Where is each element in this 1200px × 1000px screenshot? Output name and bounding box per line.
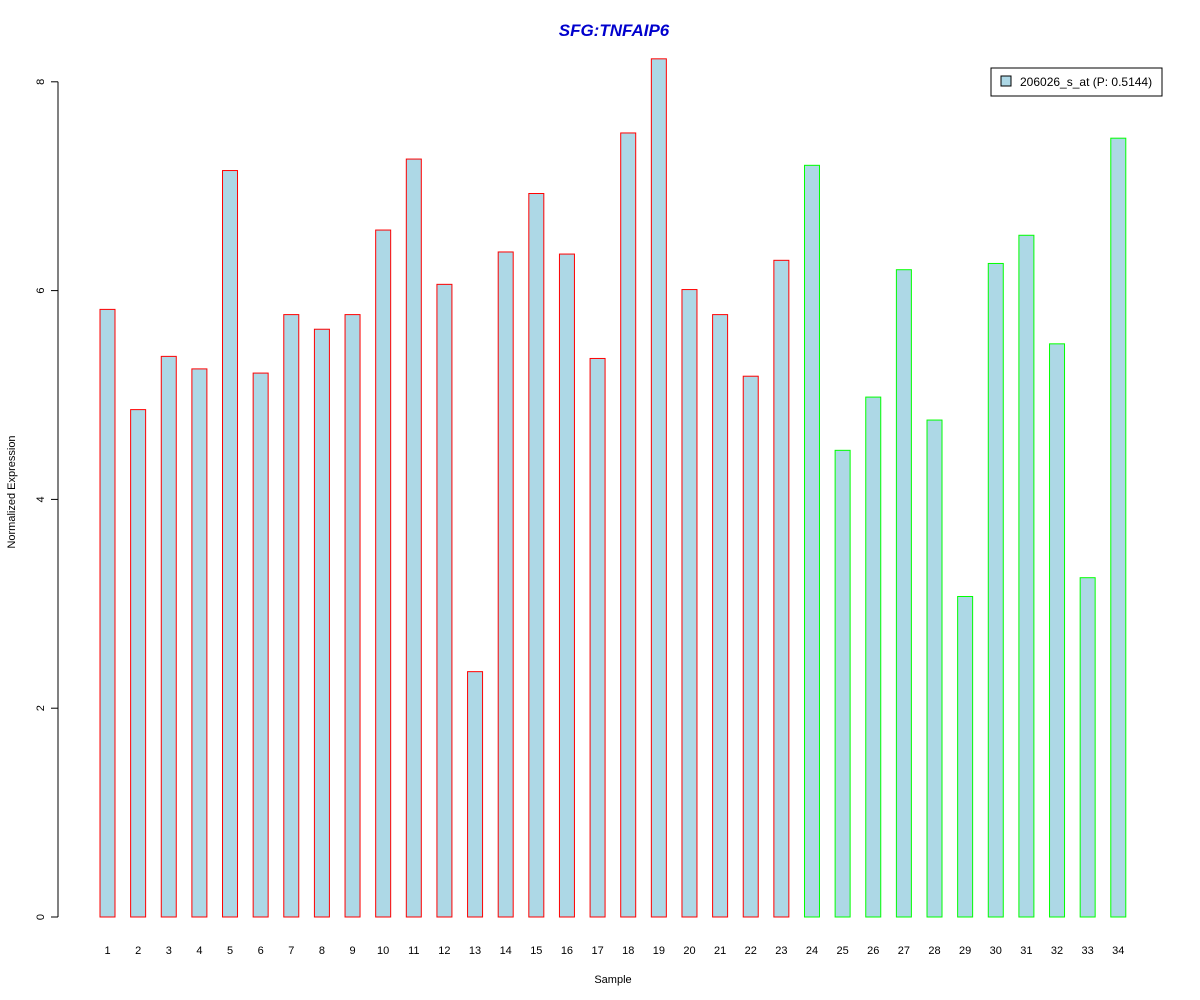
bar-sample-16	[558, 253, 575, 918]
bar-sample-21	[712, 314, 729, 918]
bar-sample-19	[650, 58, 667, 918]
x-tick-label: 32	[1051, 945, 1063, 957]
bar-sample-27	[895, 269, 912, 918]
y-axis: 0 2 4 6 8	[35, 79, 59, 920]
bar-sample-3	[160, 355, 177, 918]
x-tick-label: 3	[166, 945, 172, 957]
bar-sample-9	[344, 314, 361, 918]
x-tick-label: 29	[959, 945, 971, 957]
bar-sample-1	[99, 308, 116, 918]
y-tick-label: 8	[35, 79, 47, 85]
bars-group	[99, 58, 1127, 918]
bar-sample-5	[222, 170, 239, 918]
bar-sample-33	[1079, 577, 1096, 918]
y-tick-label: 2	[35, 705, 47, 711]
bar-sample-31	[1018, 234, 1035, 918]
bar-sample-11	[405, 158, 422, 918]
x-tick-label: 5	[227, 945, 233, 957]
x-tick-label: 34	[1112, 945, 1124, 957]
x-tick-label: 33	[1082, 945, 1094, 957]
x-tick-label: 27	[898, 945, 910, 957]
x-tick-label: 30	[990, 945, 1002, 957]
x-tick-label: 8	[319, 945, 325, 957]
x-tick-label: 11	[408, 945, 419, 957]
bar-sample-13	[467, 671, 484, 918]
x-tick-label: 4	[196, 945, 202, 957]
x-tick-label: 31	[1020, 945, 1032, 957]
bar-sample-2	[130, 409, 147, 918]
x-tick-label: 26	[867, 945, 879, 957]
y-tick-label: 4	[35, 496, 47, 502]
y-tick-label: 0	[35, 914, 47, 920]
x-tick-label: 2	[135, 945, 141, 957]
bar-sample-10	[375, 229, 392, 918]
x-tick-label: 9	[349, 945, 355, 957]
x-tick-label: 7	[288, 945, 294, 957]
bar-sample-14	[497, 251, 514, 918]
x-tick-label: 15	[530, 945, 542, 957]
x-tick-label: 14	[500, 945, 512, 957]
bar-sample-20	[681, 289, 698, 918]
x-tick-label: 22	[745, 945, 757, 957]
x-tick-label: 25	[836, 945, 848, 957]
x-tick-label: 20	[683, 945, 695, 957]
bar-sample-29	[957, 595, 974, 918]
x-tick-label: 21	[714, 945, 726, 957]
bar-sample-4	[191, 368, 208, 918]
bar-sample-25	[834, 449, 851, 918]
bar-sample-8	[313, 328, 330, 918]
x-tick-label: 28	[928, 945, 940, 957]
x-tick-label: 10	[377, 945, 389, 957]
bar-sample-26	[865, 396, 882, 918]
x-axis-label: Sample	[594, 974, 631, 986]
x-tick-label: 1	[104, 945, 110, 957]
bar-sample-28	[926, 419, 943, 918]
legend-label: 206026_s_at (P: 0.5144)	[1020, 75, 1152, 89]
x-tick-label: 16	[561, 945, 573, 957]
legend: 206026_s_at (P: 0.5144)	[990, 67, 1163, 97]
bar-sample-7	[283, 314, 300, 918]
legend-swatch	[1000, 75, 1012, 87]
x-tick-label: 17	[591, 945, 603, 957]
bar-sample-18	[620, 132, 637, 918]
x-tick-label: 6	[258, 945, 264, 957]
bar-sample-22	[742, 375, 759, 918]
bar-sample-15	[528, 193, 545, 918]
bar-sample-24	[803, 164, 820, 918]
bar-sample-23	[773, 259, 790, 918]
bar-sample-6	[252, 372, 269, 918]
x-tick-label: 13	[469, 945, 481, 957]
x-tick-label: 12	[438, 945, 450, 957]
x-tick-label: 23	[775, 945, 787, 957]
legend-box	[990, 67, 1163, 97]
bar-sample-34	[1110, 137, 1127, 918]
x-tick-label: 19	[653, 945, 665, 957]
bar-sample-30	[987, 262, 1004, 918]
bar-sample-32	[1049, 343, 1066, 918]
bar-sample-17	[589, 357, 606, 918]
bar-sample-12	[436, 283, 453, 918]
y-tick-label: 6	[35, 288, 47, 294]
x-tick-label: 18	[622, 945, 634, 957]
y-axis-label: Normalized Expression	[6, 435, 18, 548]
x-tick-label: 24	[806, 945, 818, 957]
x-tick-labels: 1 2 3 4 5 6 7 8 9 10 11 12 13 14 15 16 17 18 19 20 21 22 23 24 2…	[104, 945, 1124, 957]
chart-title: SFG:TNFAIP6	[559, 21, 670, 40]
